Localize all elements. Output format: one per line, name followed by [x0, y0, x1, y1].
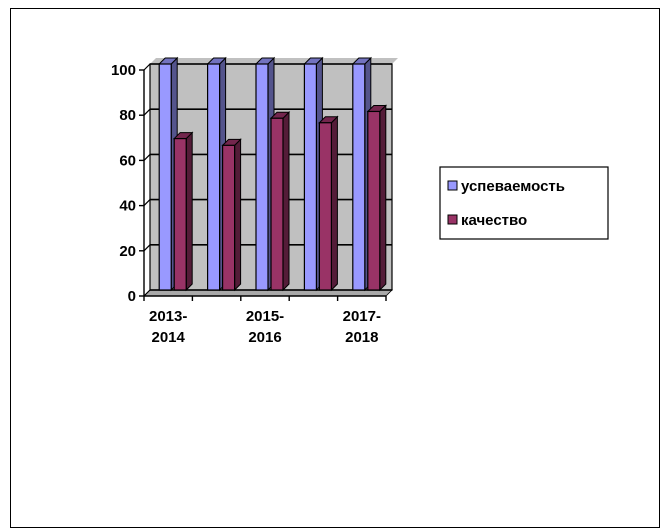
- x-tick-label: 2013-: [149, 308, 187, 325]
- x-tick-label: 2015-: [246, 308, 284, 325]
- gridline-depth: [143, 108, 151, 116]
- gridline-depth: [143, 199, 151, 207]
- bar-side: [282, 111, 290, 292]
- x-tick-label: 2014: [152, 329, 186, 346]
- y-tick-label: 20: [119, 243, 136, 260]
- y-tick-label: 80: [119, 107, 136, 124]
- x-tick-label: 2016: [248, 329, 281, 346]
- gridline-depth: [143, 244, 151, 252]
- bar: [367, 110, 381, 291]
- legend-label: качество: [461, 212, 527, 229]
- chart-axes: 0 20 40 60 80 100 2013- 2014 2015- 2016 2017- 2018: [111, 62, 387, 346]
- bar: [318, 122, 332, 291]
- bar-side: [185, 131, 193, 292]
- bar: [173, 137, 187, 291]
- bar-side: [234, 138, 242, 292]
- bar-side: [379, 104, 387, 292]
- legend-label: успеваемость: [461, 178, 565, 195]
- legend-box: [439, 166, 609, 240]
- y-tick-label: 100: [111, 62, 136, 79]
- bar: [158, 63, 172, 291]
- plot-floor: [143, 289, 393, 297]
- y-tick-label: 40: [119, 198, 136, 215]
- y-tick-label: 0: [128, 288, 136, 305]
- legend-swatch: [447, 180, 458, 191]
- gridline-depth: [143, 289, 151, 297]
- gridline-depth: [143, 63, 151, 71]
- y-tick-label: 60: [119, 152, 136, 169]
- x-tick-label: 2017-: [343, 308, 381, 325]
- bar: [352, 63, 366, 291]
- gridline-depth: [143, 153, 151, 161]
- bar: [207, 63, 221, 291]
- chart-marks: [157, 56, 388, 292]
- legend: успеваемость качество: [439, 166, 609, 240]
- bar: [303, 63, 317, 291]
- bar: [255, 63, 269, 291]
- legend-swatch: [447, 214, 458, 225]
- x-tick-label: 2018: [345, 329, 378, 346]
- bar-side: [330, 115, 338, 292]
- bar: [222, 144, 236, 291]
- bar: [270, 117, 284, 291]
